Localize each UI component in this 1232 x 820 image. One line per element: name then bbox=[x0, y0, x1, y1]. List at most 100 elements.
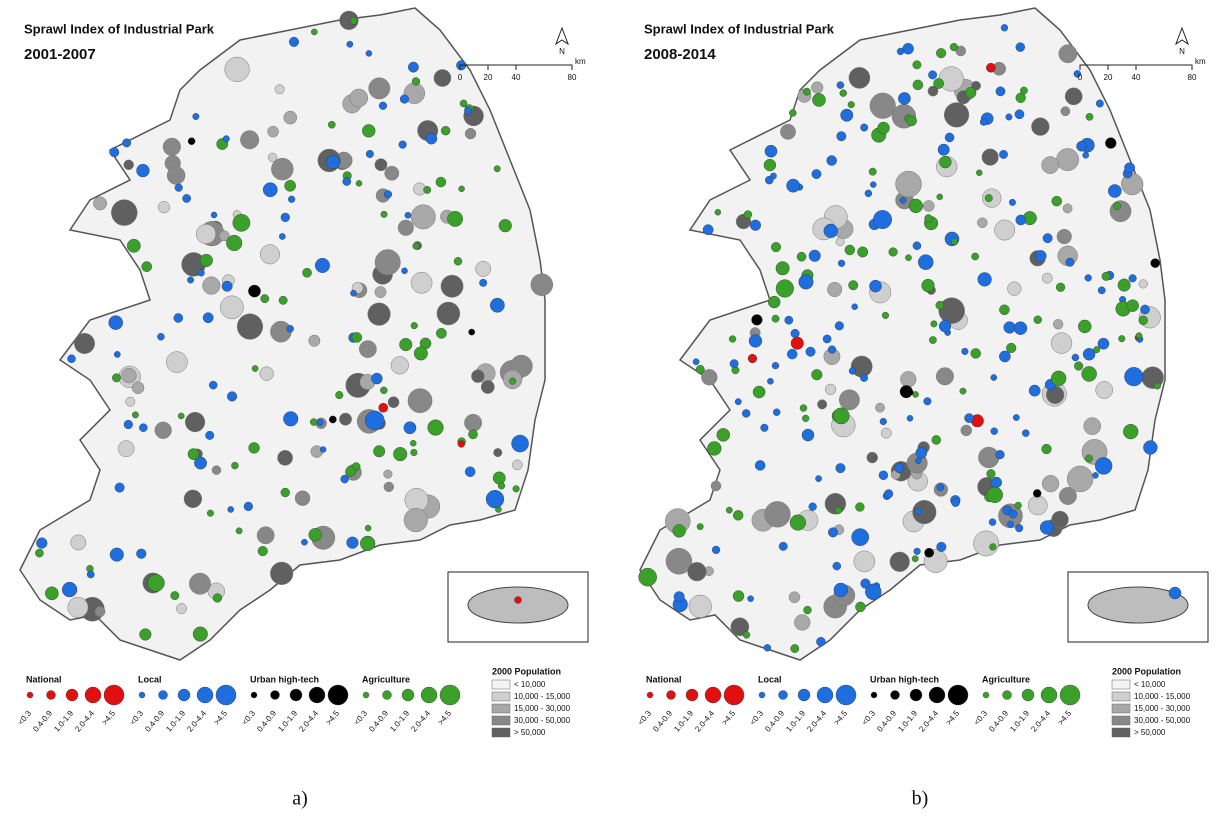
legend-class: 0.4-0.9 bbox=[367, 708, 390, 733]
industrial-park bbox=[899, 196, 907, 204]
district bbox=[267, 125, 279, 138]
industrial-park bbox=[844, 244, 855, 256]
industrial-park bbox=[977, 272, 992, 287]
legend-class: >4.5 bbox=[832, 708, 849, 726]
district bbox=[339, 412, 352, 426]
industrial-park bbox=[278, 295, 288, 305]
legend-class: 1.0-1.9 bbox=[164, 708, 187, 733]
district bbox=[687, 562, 707, 582]
district bbox=[70, 534, 87, 551]
industrial-park bbox=[924, 214, 933, 223]
industrial-park bbox=[378, 402, 389, 413]
industrial-park bbox=[802, 414, 810, 423]
industrial-park bbox=[979, 118, 988, 126]
industrial-park bbox=[990, 374, 998, 381]
district bbox=[166, 351, 188, 373]
district bbox=[464, 413, 482, 432]
industrial-park bbox=[459, 99, 468, 108]
population-swatch bbox=[491, 727, 511, 738]
legend-group: Local bbox=[758, 674, 782, 684]
industrial-park bbox=[971, 252, 979, 261]
industrial-park bbox=[187, 137, 196, 145]
legend-symbol bbox=[982, 691, 990, 699]
industrial-park bbox=[447, 211, 463, 227]
district bbox=[166, 166, 186, 185]
industrial-park bbox=[301, 538, 308, 546]
district bbox=[277, 450, 293, 466]
industrial-park bbox=[1081, 366, 1097, 382]
district bbox=[935, 367, 954, 386]
industrial-park bbox=[170, 591, 180, 601]
industrial-park bbox=[410, 448, 418, 457]
legend-class: <0.3 bbox=[240, 708, 257, 726]
legend-symbol bbox=[909, 688, 923, 702]
legend-symbol bbox=[420, 686, 438, 704]
industrial-park bbox=[345, 466, 356, 477]
district bbox=[94, 606, 106, 617]
legend-symbol bbox=[158, 690, 168, 700]
industrial-park bbox=[210, 211, 218, 219]
legend-symbol bbox=[928, 686, 946, 704]
population-class: 15,000 - 30,000 bbox=[514, 704, 571, 713]
industrial-park bbox=[894, 463, 905, 474]
industrial-park bbox=[457, 440, 466, 448]
industrial-park bbox=[936, 541, 947, 552]
industrial-park bbox=[999, 350, 1011, 363]
industrial-park bbox=[380, 386, 388, 395]
population-class: 30,000 - 50,000 bbox=[514, 716, 571, 725]
industrial-park bbox=[833, 582, 849, 598]
industrial-park bbox=[1097, 286, 1106, 295]
industrial-park bbox=[453, 257, 463, 266]
industrial-park bbox=[760, 423, 769, 432]
district bbox=[977, 217, 988, 228]
industrial-park bbox=[1015, 42, 1025, 52]
caption: b) bbox=[912, 788, 929, 810]
industrial-park bbox=[412, 242, 420, 250]
district bbox=[267, 152, 278, 163]
district bbox=[359, 340, 377, 358]
industrial-park bbox=[884, 489, 894, 499]
district bbox=[240, 130, 260, 150]
industrial-park bbox=[1153, 382, 1161, 390]
industrial-park bbox=[35, 548, 44, 558]
industrial-park bbox=[812, 93, 826, 107]
industrial-park bbox=[1105, 137, 1117, 149]
district bbox=[339, 10, 359, 30]
legend-class: 1.0-1.9 bbox=[52, 708, 75, 733]
industrial-park bbox=[1000, 24, 1009, 32]
population-swatch bbox=[1111, 727, 1131, 738]
industrial-park bbox=[260, 294, 270, 304]
industrial-park bbox=[988, 518, 997, 526]
industrial-park bbox=[961, 347, 969, 355]
industrial-park bbox=[914, 507, 922, 515]
industrial-park bbox=[837, 259, 846, 267]
industrial-park bbox=[113, 351, 121, 358]
industrial-park bbox=[1084, 274, 1092, 282]
industrial-park bbox=[742, 631, 751, 639]
industrial-park bbox=[1028, 384, 1041, 397]
industrial-park bbox=[340, 474, 349, 484]
industrial-park bbox=[1168, 586, 1182, 600]
industrial-park bbox=[725, 506, 733, 514]
map-title: Sprawl Index of Industrial Park bbox=[644, 21, 835, 36]
legend-symbol bbox=[685, 688, 699, 702]
district bbox=[938, 297, 965, 324]
industrial-park bbox=[1117, 278, 1131, 292]
legend-symbol bbox=[758, 691, 766, 699]
industrial-park bbox=[878, 470, 889, 480]
industrial-park bbox=[832, 561, 842, 571]
industrial-park bbox=[729, 359, 739, 369]
industrial-park bbox=[427, 419, 444, 436]
legend-group: Urban high-tech bbox=[870, 674, 939, 684]
district bbox=[403, 508, 428, 533]
industrial-park bbox=[464, 466, 476, 477]
industrial-park bbox=[799, 404, 808, 412]
industrial-park bbox=[857, 246, 869, 258]
district bbox=[224, 56, 250, 82]
industrial-park bbox=[959, 387, 967, 395]
district bbox=[154, 421, 172, 439]
industrial-park bbox=[976, 169, 983, 176]
district bbox=[900, 371, 917, 388]
map-period: 2001-2007 bbox=[24, 46, 96, 63]
scale-bar bbox=[459, 64, 573, 70]
